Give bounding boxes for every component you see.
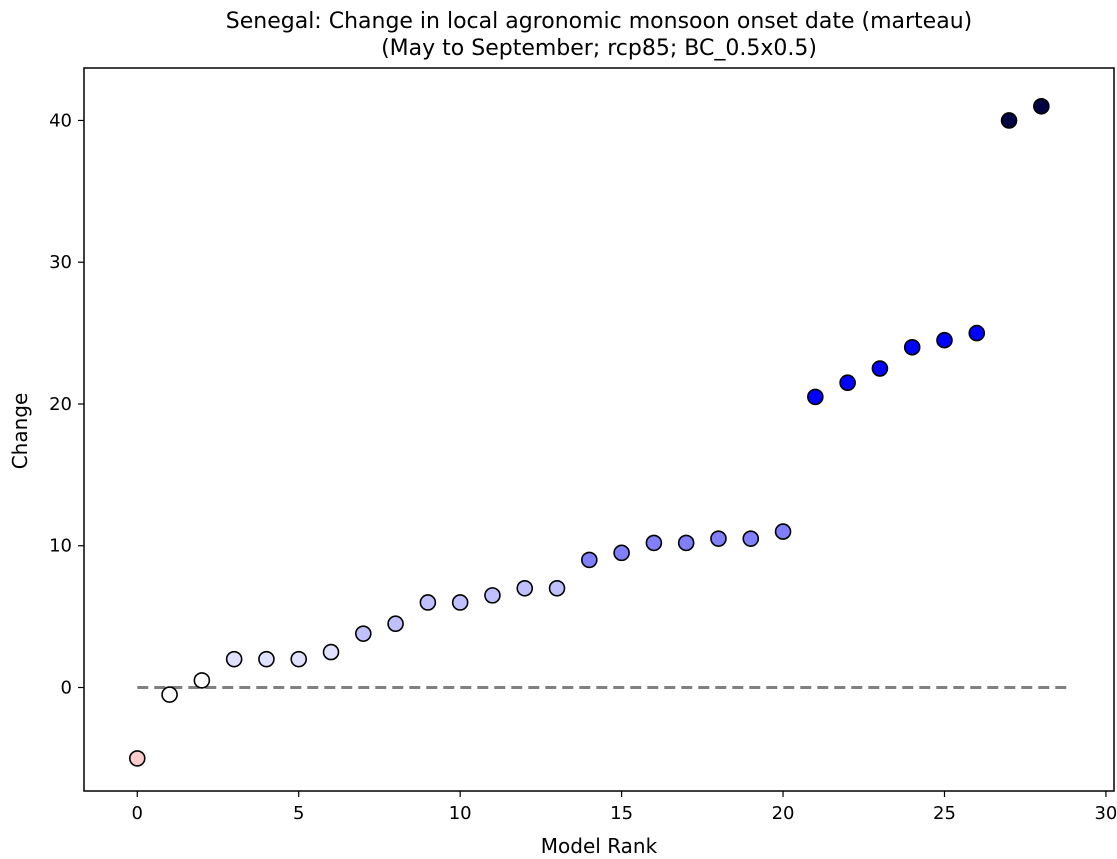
data-point bbox=[225, 650, 243, 668]
x-tick-label: 5 bbox=[293, 803, 304, 824]
data-point bbox=[581, 551, 598, 569]
data-point bbox=[903, 338, 921, 356]
y-axis-ticks: 0 10 20 30 40 bbox=[49, 110, 84, 699]
data-point bbox=[290, 650, 308, 668]
x-axis-ticks: 0 5 10 15 20 25 30 bbox=[132, 791, 1117, 824]
data-point bbox=[548, 579, 566, 597]
data-point bbox=[193, 672, 211, 689]
data-point bbox=[871, 360, 889, 377]
x-tick-label: 15 bbox=[610, 803, 633, 824]
data-point bbox=[710, 530, 727, 547]
y-tick-label: 10 bbox=[49, 536, 72, 557]
data-point bbox=[516, 579, 534, 597]
data-point bbox=[387, 615, 404, 633]
data-point bbox=[1033, 97, 1050, 115]
x-tick-label: 10 bbox=[449, 803, 472, 824]
x-tick-label: 30 bbox=[1094, 803, 1117, 824]
y-tick-label: 40 bbox=[49, 110, 72, 131]
data-point bbox=[322, 643, 340, 661]
plot-frame bbox=[83, 67, 1115, 792]
data-point bbox=[936, 331, 953, 349]
data-point bbox=[742, 530, 760, 547]
chart-title: Senegal: Change in local agronomic monso… bbox=[226, 9, 972, 34]
x-tick-label: 0 bbox=[132, 803, 143, 824]
data-point bbox=[419, 594, 437, 611]
data-point bbox=[1000, 112, 1018, 129]
data-point bbox=[354, 625, 372, 642]
data-point bbox=[128, 750, 146, 767]
data-point bbox=[774, 523, 792, 540]
y-tick-label: 20 bbox=[49, 394, 72, 415]
data-points bbox=[128, 97, 1050, 767]
x-axis-label: Model Rank bbox=[541, 834, 658, 858]
data-point bbox=[677, 534, 695, 552]
data-point bbox=[839, 374, 856, 392]
data-point bbox=[258, 650, 275, 668]
data-point bbox=[451, 594, 469, 611]
data-point bbox=[613, 544, 630, 562]
y-tick-label: 30 bbox=[49, 252, 72, 273]
chart-subtitle: (May to September; rcp85; BC_0.5x0.5) bbox=[381, 36, 817, 61]
data-point bbox=[968, 324, 986, 342]
x-tick-label: 25 bbox=[933, 803, 956, 824]
data-point bbox=[484, 587, 501, 604]
y-axis-label: Change bbox=[8, 393, 32, 470]
y-tick-label: 0 bbox=[61, 678, 72, 699]
data-point bbox=[161, 686, 178, 703]
data-point bbox=[807, 388, 824, 406]
data-point bbox=[645, 534, 663, 552]
x-tick-label: 20 bbox=[772, 803, 795, 824]
